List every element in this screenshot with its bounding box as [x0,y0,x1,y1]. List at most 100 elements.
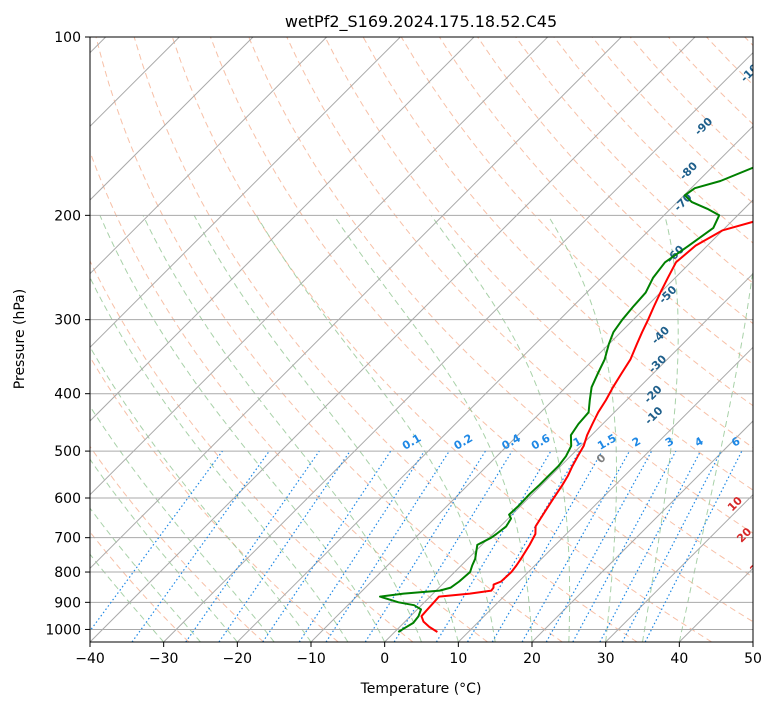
mixing-ratio-label: 4 [692,434,705,449]
dry-adiabat-line [438,37,753,366]
moist-adiabat-line [430,215,571,642]
moist-adiabat-line [90,458,238,642]
dry-adiabat-line [90,259,414,642]
wet-bulb-label: -40 [649,324,672,347]
moist-adiabat-line [99,215,386,642]
isotherm-line [90,37,622,570]
moist-adiabat-line [678,265,753,642]
dry-adiabat-line [286,37,753,534]
moist-adiabat-line [142,215,422,642]
mixing-ratio-line [364,450,486,642]
isotherm-line [90,37,254,201]
mixing-ratio-label: 0.6 [529,431,553,452]
isotherm-line [90,37,328,275]
x-tick-label: 0 [380,651,389,667]
x-tick-label: 40 [670,651,688,667]
mixing-ratio-line [435,450,552,642]
y-tick-label: 300 [54,313,81,329]
wet-bulb-label: -80 [677,159,700,182]
mixing-ratio-line [491,450,603,642]
moist-adiabat-line [193,215,459,642]
mixing-ratio-line [466,450,580,642]
isotherm-line [90,37,475,422]
mixing-ratio-label: 0.2 [452,432,475,453]
mixing-ratio-line [521,450,631,642]
mixing-ratio-line [325,450,450,642]
x-tick-label: 30 [597,651,615,667]
dry-adiabat-line [248,37,753,578]
isotherm-line [605,493,753,642]
y-tick-label: 200 [54,208,81,224]
dry-adiabat-line [171,37,712,642]
moist-adiabat-line [90,553,165,642]
y-axis-label: Pressure (hPa) [12,289,28,389]
mixing-ratio-label: 6 [729,434,742,449]
moist-adiabat-line [333,215,533,642]
profiles [379,166,753,633]
wet-bulb-label: -90 [692,115,715,138]
mixing-ratio-line [393,450,513,642]
x-tick-label: 10 [449,651,467,667]
dewpoint-profile-line [379,166,753,633]
isotherm-line [531,420,753,642]
mixing-ratio-label: 1.5 [595,432,618,453]
isotherm-line [752,641,753,642]
x-tick-label: −10 [296,651,326,667]
plot-frame [89,36,754,643]
moist-adiabat-line [90,405,275,642]
mixing-ratio-line [298,450,425,642]
wet-bulb-label: -20 [641,383,664,406]
dry-adiabat-line [744,37,753,47]
isotherm-value-label: 20 [734,525,754,545]
isotherm-line [90,37,696,642]
isotherm-line [90,37,549,496]
moist-adiabat-line [642,215,679,642]
y-tick-label: 800 [54,565,81,581]
mixing-ratio-line [90,450,223,632]
x-tick-label: −20 [223,651,253,667]
y-tick-label: 400 [54,387,81,403]
isotherm-value-label: 30 [747,556,767,576]
axis-ticks: −40 −30 −20 −10 0 10 20 30 40 5010020030040050060… [45,30,762,667]
isotherm-value-label: 40 [768,584,775,604]
isotherm-value-label: 10 [725,494,745,514]
y-tick-label: 700 [54,531,81,547]
mixing-ratio-line [644,450,743,642]
x-tick-label: −40 [75,651,105,667]
mixing-ratio-line [545,450,653,642]
mixing-ratio-label: 0.4 [500,431,524,452]
isotherm-line [236,125,753,642]
x-axis-label: Temperature (°C) [360,681,482,697]
mixing-ratio-line [218,450,351,642]
dry-adiabat-line [591,37,753,204]
mixing-ratio-line [599,450,702,642]
y-tick-label: 600 [54,491,81,507]
moist-adiabat-line [90,507,201,642]
x-tick-label: 20 [523,651,541,667]
dry-adiabat-line [95,37,563,642]
line-labels: 0.10.20.40.611.52346810131620253036-100-… [400,56,775,604]
isotherm-line [384,272,753,642]
isotherm-line [310,199,753,642]
y-tick-label: 1000 [45,622,81,638]
dry-adiabat-line [515,37,753,284]
mixing-ratio-label: 8 [759,435,772,450]
mixing-ratio-label: 0.1 [400,432,423,453]
isotherm-line [90,37,401,349]
wet-bulb-label: -100 [738,56,767,85]
x-tick-label: −30 [149,651,179,667]
dry-adiabat-line [90,531,190,642]
dry-adiabat-line [668,37,753,125]
mixing-ratio-line [185,450,320,642]
dry-adiabat-line [90,445,264,642]
dry-adiabat-line [210,37,753,623]
isotherm-line [457,346,753,642]
wet-bulb-label: 0 [594,451,609,466]
mixing-ratio-line [572,450,677,642]
mixing-ratio-label: 3 [663,435,676,450]
wet-bulb-label: -10 [642,404,665,427]
y-tick-label: 100 [54,30,81,46]
moist-adiabat-line [255,215,496,642]
isotherm-line [163,51,753,642]
